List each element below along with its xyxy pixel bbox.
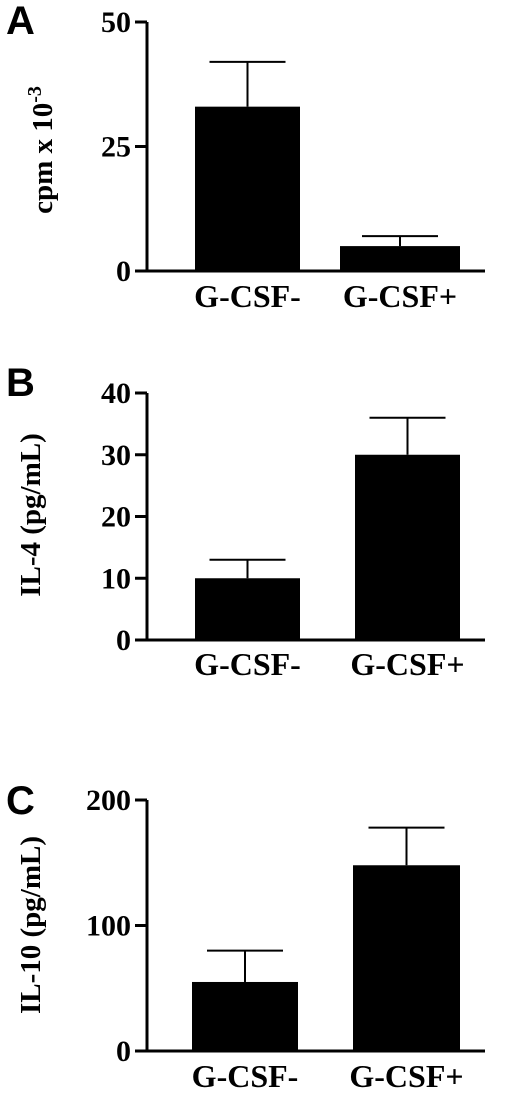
bar-c-2 <box>353 865 460 1051</box>
chart-panel-a: A cpm x 10-3 0 25 50 G-CSF- G-CSF+ <box>6 0 485 314</box>
bar-a-2 <box>340 246 460 271</box>
x-category-label-c-2: G-CSF+ <box>349 1058 463 1094</box>
panel-letter-b: B <box>6 361 35 405</box>
y-tick-label-b: 40 <box>101 377 131 410</box>
y-tick-label-b: 0 <box>116 624 131 657</box>
plot-area-b: 0 10 20 30 40 G-CSF- G-CSF+ <box>101 377 485 682</box>
y-tick-label-c: 0 <box>116 1035 131 1068</box>
x-category-label-c-1: G-CSF- <box>192 1058 299 1094</box>
y-axis-label-b: IL-4 (pg/mL) <box>15 433 47 597</box>
y-tick-label-b: 30 <box>101 439 131 472</box>
y-tick-label-c: 200 <box>86 784 131 817</box>
y-tick-label-a: 25 <box>101 131 131 164</box>
bar-b-2 <box>355 454 460 640</box>
y-axis-label-a: cpm x 10-3 <box>24 86 59 214</box>
bar-c-1 <box>192 981 298 1051</box>
chart-panel-b: B IL-4 (pg/mL) 0 10 20 30 40 G-CSF- G-CSF+ <box>6 361 485 682</box>
plot-area-a: 0 25 50 G-CSF- G-CSF+ <box>101 6 485 314</box>
x-category-label-b-1: G-CSF- <box>194 646 301 682</box>
y-tick-label-a: 50 <box>101 6 131 39</box>
y-tick-label-a: 0 <box>116 255 131 288</box>
chart-panel-c: C IL-10 (pg/mL) 0 100 200 G-CSF- G-CSF+ <box>6 779 485 1094</box>
y-tick-label-c: 100 <box>86 910 131 943</box>
y-tick-label-b: 20 <box>101 501 131 534</box>
x-category-label-a-1: G-CSF- <box>194 278 301 314</box>
panel-letter-a: A <box>6 0 35 43</box>
x-category-label-b-2: G-CSF+ <box>350 646 464 682</box>
bar-b-1 <box>195 578 300 640</box>
x-category-label-a-2: G-CSF+ <box>343 278 457 314</box>
panel-letter-c: C <box>6 779 35 823</box>
y-axis-label-c: IL-10 (pg/mL) <box>15 836 47 1014</box>
bar-a-1 <box>195 106 300 271</box>
y-tick-label-b: 10 <box>101 562 131 595</box>
plot-area-c: 0 100 200 G-CSF- G-CSF+ <box>86 784 485 1094</box>
